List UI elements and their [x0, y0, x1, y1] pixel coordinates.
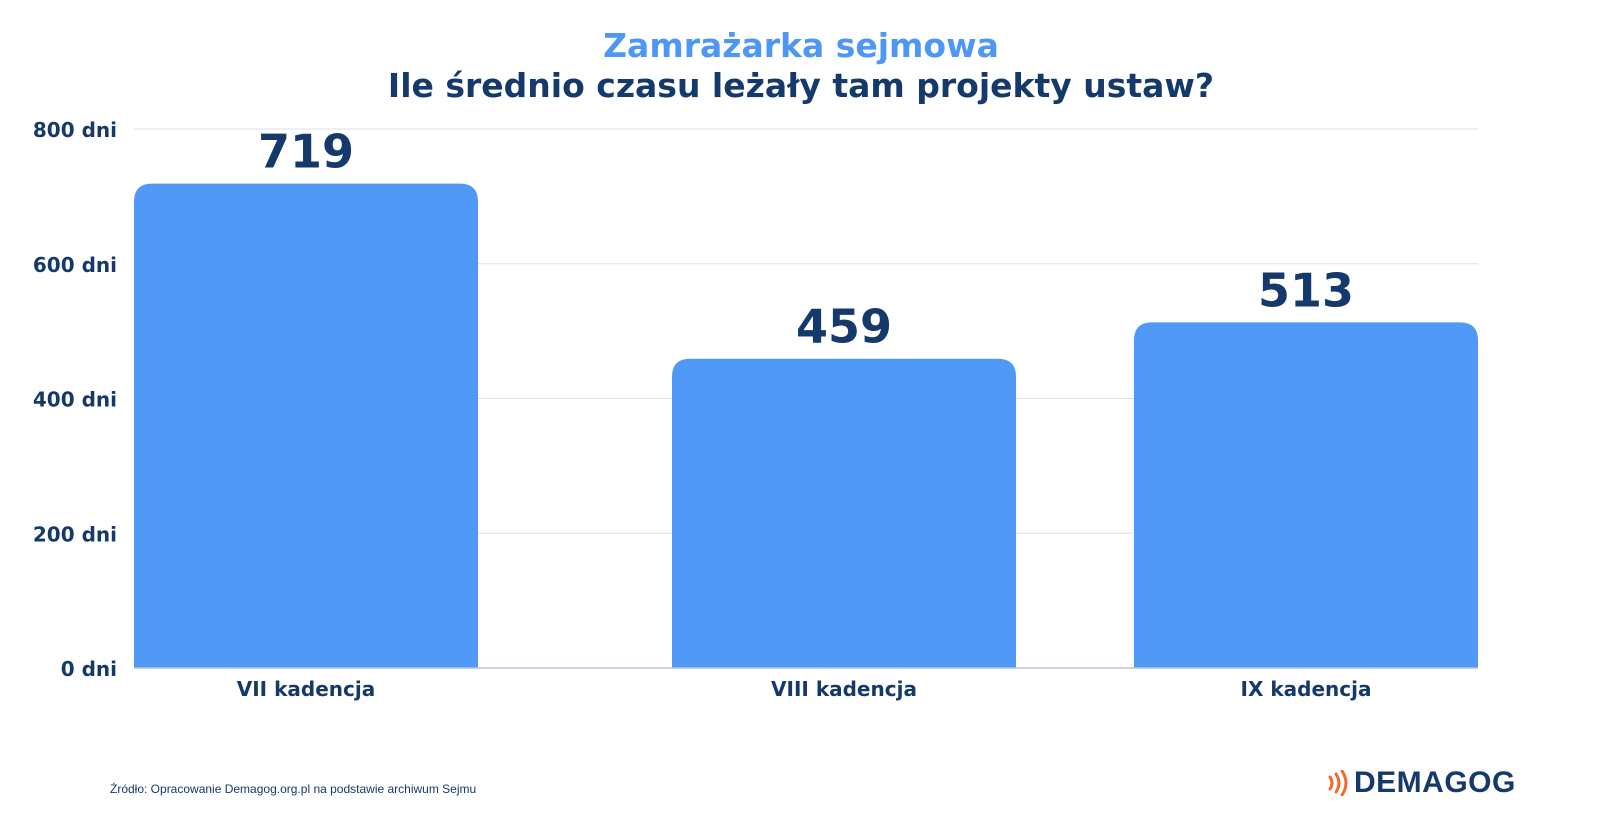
- value-labels: 719 459 513: [258, 125, 1354, 354]
- y-tick-label: 600 dni: [33, 253, 117, 277]
- chart-subtitle: Ile średnio czasu leżały tam projekty us…: [387, 66, 1215, 105]
- bar-ix-kadencja: [1134, 322, 1478, 668]
- bars: [134, 183, 1478, 669]
- y-tick-label: 200 dni: [33, 522, 117, 546]
- y-tick-label: 0 dni: [61, 657, 117, 681]
- bar-viii-kadencja: [672, 358, 1016, 668]
- x-tick-label: VIII kadencja: [771, 677, 917, 701]
- chart-title: Zamrażarka sejmowa: [603, 26, 999, 65]
- x-tick-label: VII kadencja: [237, 677, 375, 701]
- x-tick-label: IX kadencja: [1241, 677, 1372, 701]
- source-note: Źródło: Opracowanie Demagog.org.pl na po…: [110, 782, 477, 796]
- value-label: 719: [258, 125, 354, 179]
- y-tick-label: 400 dni: [33, 388, 117, 412]
- axes: 0 dni 200 dni 400 dni 600 dni 800 dni VII kad…: [33, 118, 1478, 701]
- demagog-logo: DEMAGOG: [1326, 766, 1516, 800]
- bar-vii-kadencja: [134, 183, 478, 669]
- value-label: 513: [1258, 263, 1354, 317]
- logo-text: DEMAGOG: [1354, 766, 1516, 799]
- y-tick-label: 800 dni: [33, 118, 117, 142]
- value-label: 459: [796, 300, 892, 354]
- signal-waves-icon: [1328, 770, 1348, 796]
